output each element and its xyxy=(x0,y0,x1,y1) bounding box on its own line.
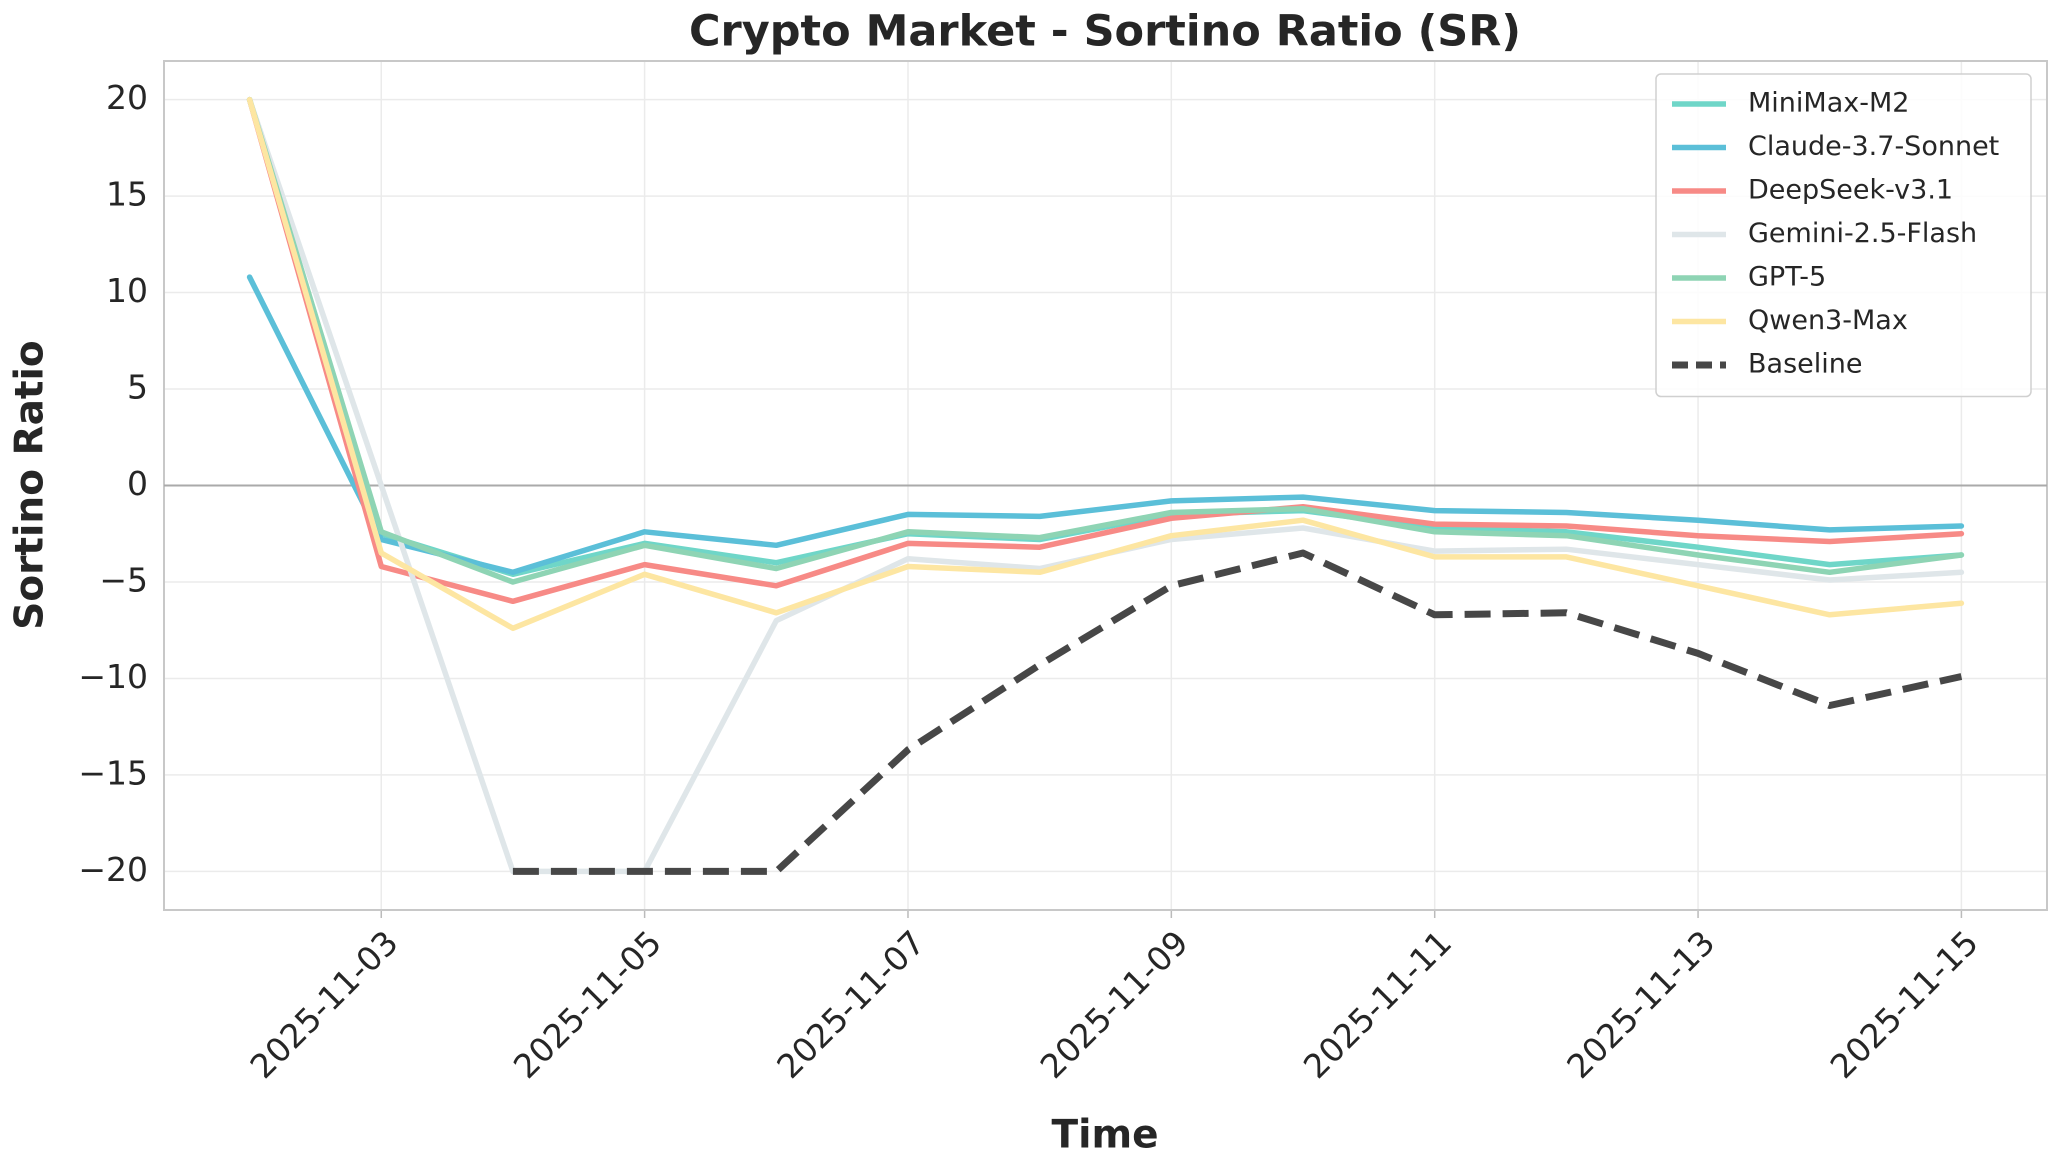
series-line xyxy=(246,96,1965,632)
y-tick-label: 10 xyxy=(106,271,148,310)
series-line xyxy=(246,96,1965,605)
y-tick-label: −20 xyxy=(78,850,148,889)
y-tick-label: −10 xyxy=(78,657,148,696)
legend-label: MiniMax-M2 xyxy=(1748,88,1909,119)
x-tick-label: 2025-11-03 xyxy=(242,923,405,1086)
x-tick-label: 2025-11-07 xyxy=(769,923,932,1086)
series-line xyxy=(246,274,1965,576)
y-tick-label: 20 xyxy=(106,78,148,117)
chart-title: Crypto Market - Sortino Ratio (SR) xyxy=(689,7,1521,57)
y-tick-label: 0 xyxy=(127,464,148,503)
y-tick-label: 15 xyxy=(106,175,148,214)
legend-label: GPT-5 xyxy=(1748,262,1826,293)
y-tick-label: −15 xyxy=(78,753,148,792)
legend-label: DeepSeek-v3.1 xyxy=(1748,175,1953,206)
y-tick-label: −5 xyxy=(99,560,148,599)
x-tick-label: 2025-11-09 xyxy=(1033,923,1196,1086)
x-tick-label: 2025-11-15 xyxy=(1823,923,1986,1086)
series-line xyxy=(246,96,1965,585)
x-tick-label: 2025-11-13 xyxy=(1559,923,1722,1086)
legend-label: Qwen3-Max xyxy=(1748,305,1908,336)
legend-label: Baseline xyxy=(1748,349,1862,380)
legend-box xyxy=(1655,73,2032,398)
legend-label: Claude-3.7-Sonnet xyxy=(1748,131,1999,162)
legend-label: Gemini-2.5-Flash xyxy=(1748,218,1977,249)
y-axis-label: Sortino Ratio xyxy=(8,340,53,629)
legend: MiniMax-M2 Claude-3.7-Sonnet DeepSeek-v3.1… xyxy=(1655,73,2032,398)
series-line xyxy=(512,549,1963,875)
x-axis-label: Time xyxy=(1051,1113,1158,1158)
y-tick-label: 5 xyxy=(127,368,148,407)
x-tick-label: 2025-11-05 xyxy=(506,923,669,1086)
x-tick-label: 2025-11-11 xyxy=(1296,923,1459,1086)
